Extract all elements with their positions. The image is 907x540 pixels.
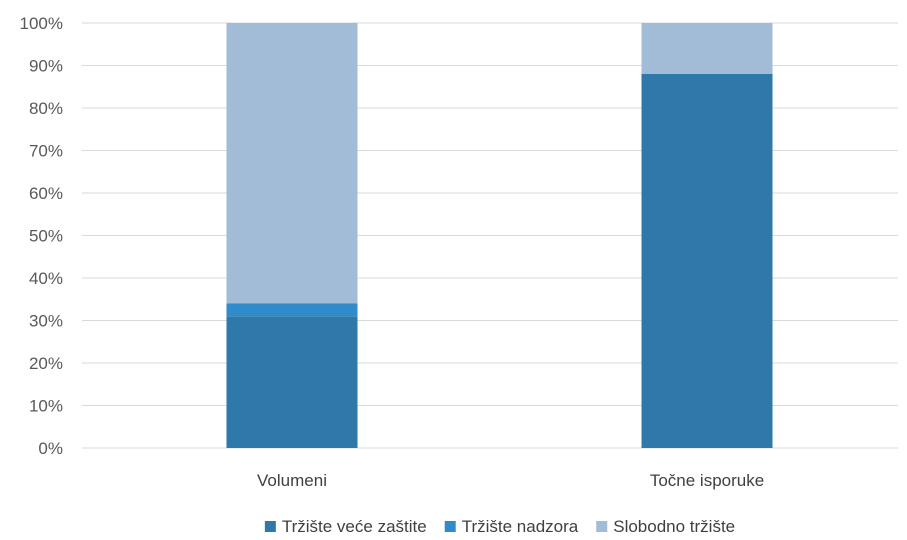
legend-label: Slobodno tržište bbox=[613, 517, 735, 536]
legend-item: Tržište nadzora bbox=[444, 517, 579, 536]
gridlines bbox=[82, 22, 898, 449]
y-tick-label: 30% bbox=[29, 312, 63, 331]
y-tick-label: 10% bbox=[29, 397, 63, 416]
legend: Tržište veće zaštite Tržište nadzora Slobo… bbox=[264, 517, 735, 536]
legend-swatch bbox=[596, 521, 608, 532]
y-tick-label: 80% bbox=[29, 99, 63, 118]
legend-swatch bbox=[444, 521, 456, 532]
bar-segment bbox=[226, 303, 358, 317]
y-tick-label: 100% bbox=[20, 14, 63, 33]
legend-label: Tržište veće zaštite bbox=[282, 517, 427, 536]
y-axis: 0% 10% 20% 30% 40% 50% 60% 70% 80% 90% 100% bbox=[20, 14, 63, 458]
y-tick-label: 0% bbox=[38, 439, 63, 458]
bars bbox=[226, 23, 773, 448]
y-tick-label: 40% bbox=[29, 269, 63, 288]
legend-item: Tržište veće zaštite bbox=[264, 517, 427, 536]
y-tick-label: 50% bbox=[29, 227, 63, 246]
legend-label: Tržište nadzora bbox=[462, 517, 579, 536]
legend-swatch bbox=[264, 521, 276, 532]
bar-segment bbox=[641, 23, 773, 74]
legend-item: Slobodno tržište bbox=[596, 517, 735, 536]
y-tick-label: 70% bbox=[29, 142, 63, 161]
bar-segment bbox=[226, 316, 358, 448]
bar-segment bbox=[226, 23, 358, 304]
y-tick-label: 60% bbox=[29, 184, 63, 203]
y-tick-label: 20% bbox=[29, 354, 63, 373]
x-category-label: Točne isporuke bbox=[650, 471, 764, 490]
x-category-label: Volumeni bbox=[257, 471, 327, 490]
y-tick-label: 90% bbox=[29, 57, 63, 76]
x-axis: Volumeni Točne isporuke bbox=[257, 471, 764, 490]
bar-segment bbox=[641, 74, 773, 448]
